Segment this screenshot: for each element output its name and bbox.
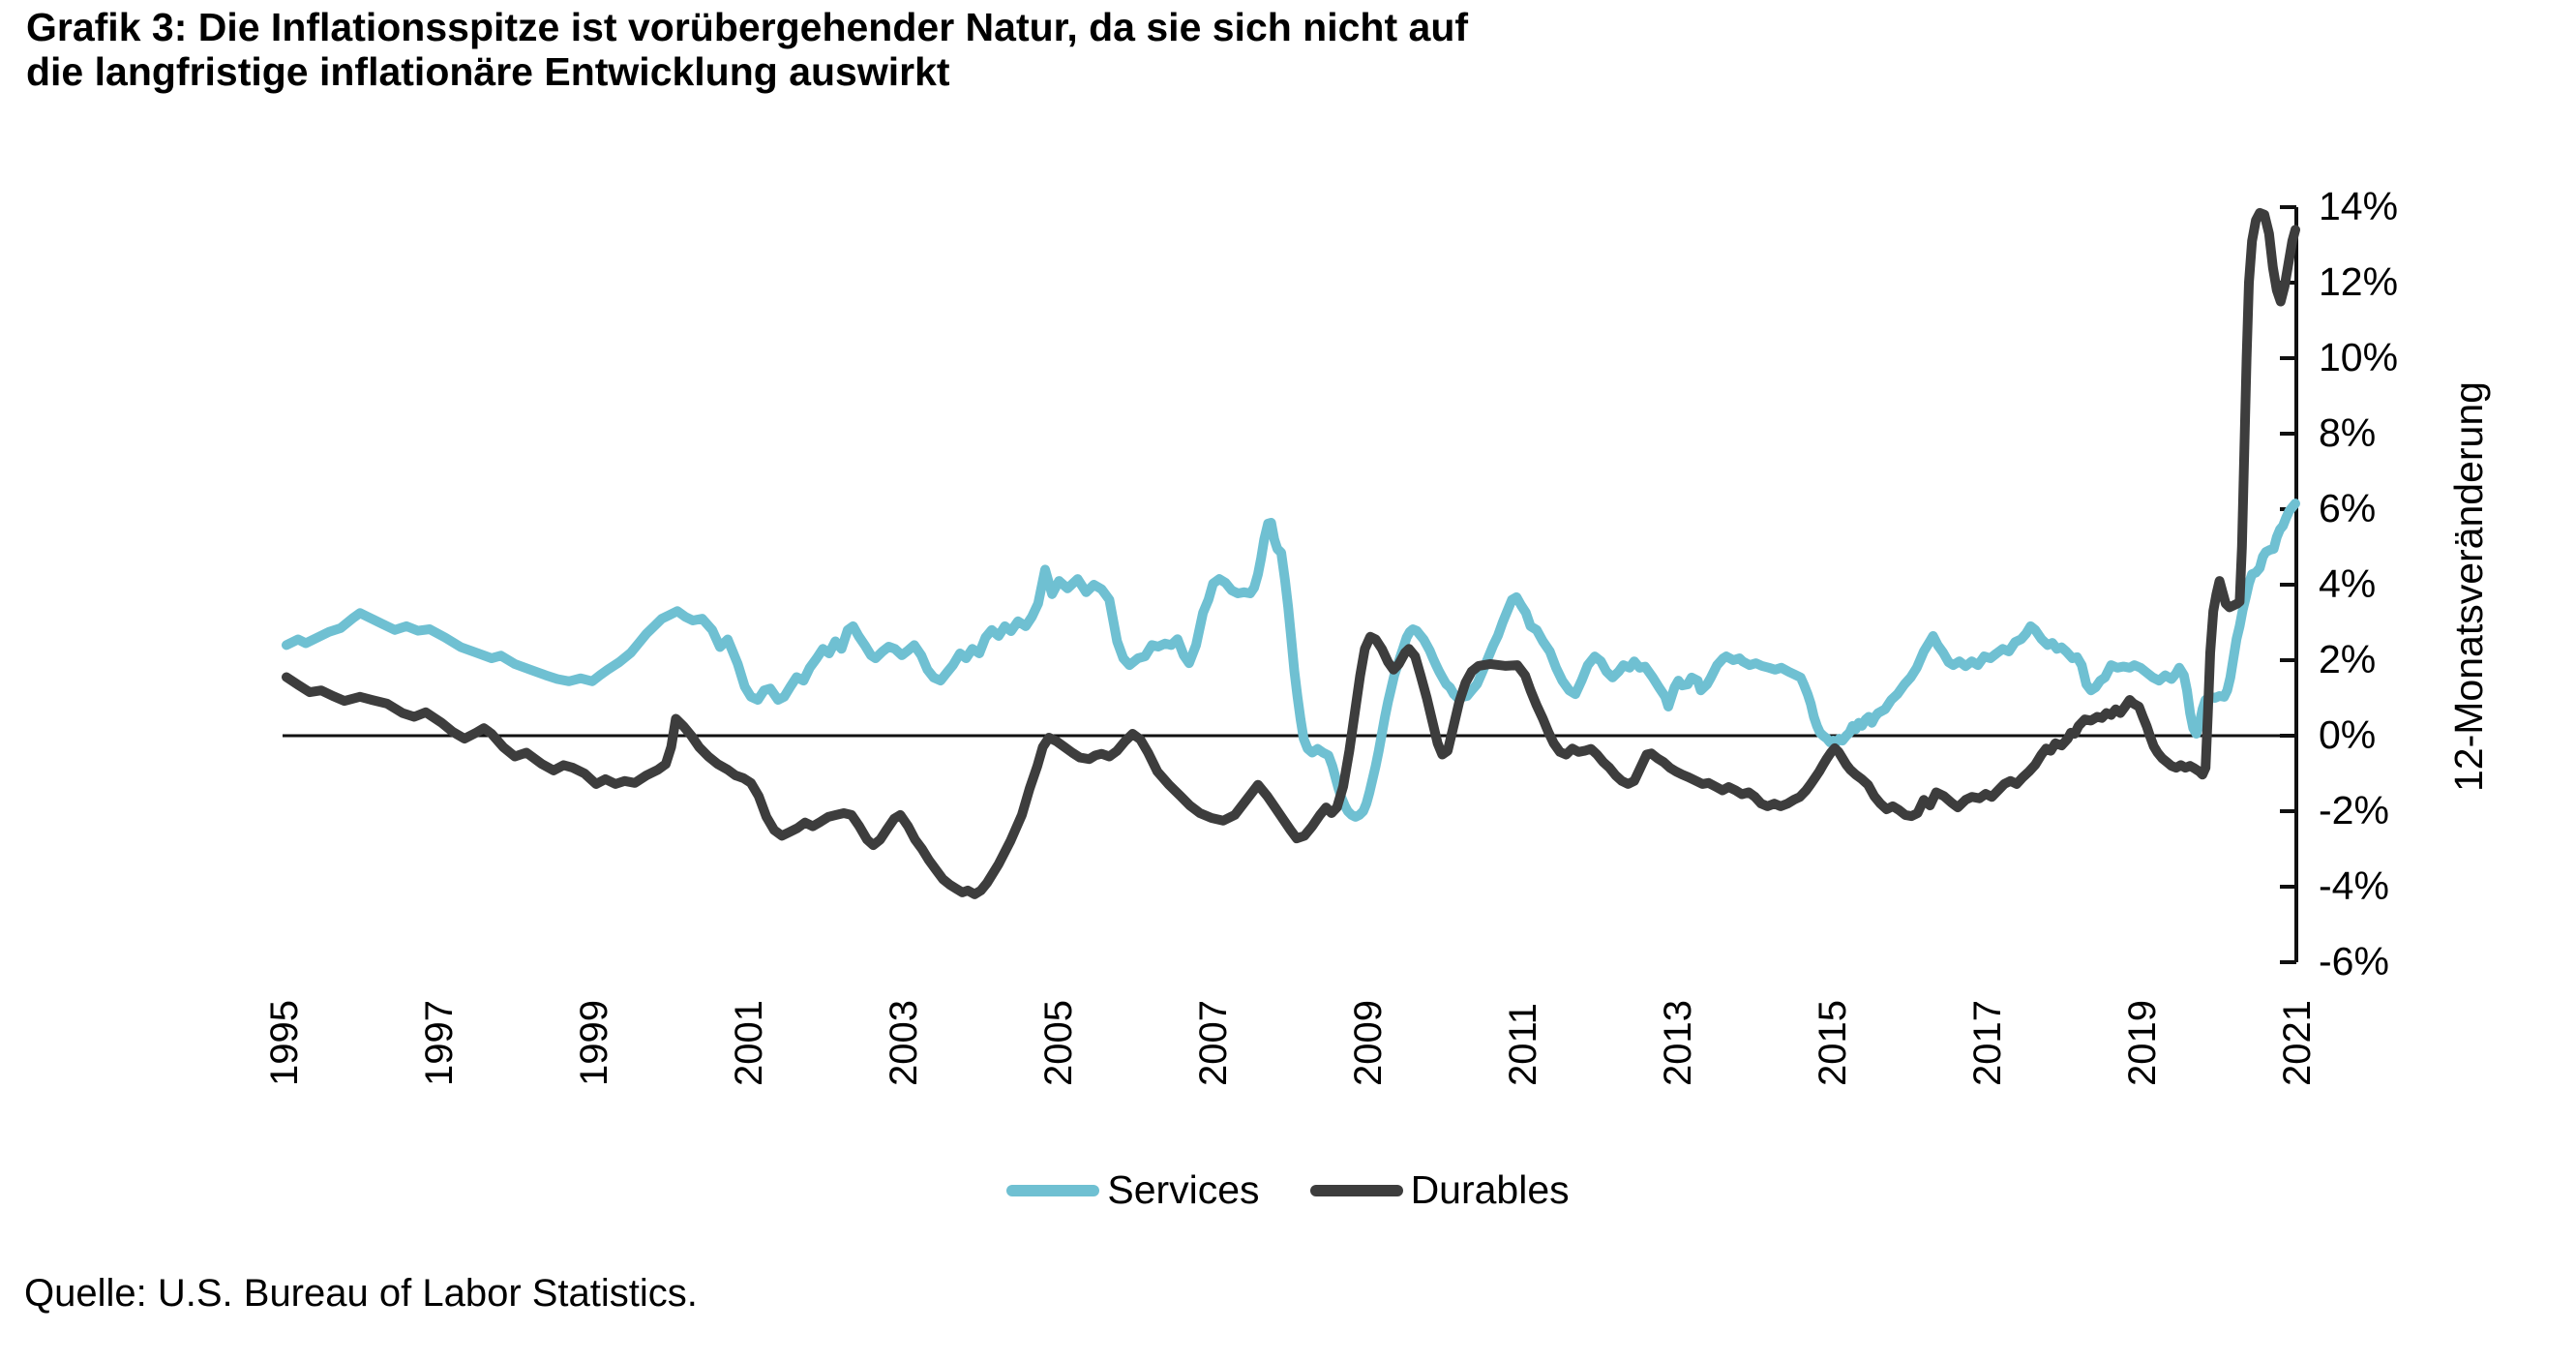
y-tick-label-4: 4% — [2319, 561, 2377, 606]
y-tick-label-8: 8% — [2319, 410, 2377, 455]
x-tick-label-2021: 2021 — [2276, 1000, 2319, 1086]
x-tick-label-2013: 2013 — [1657, 1000, 1699, 1086]
y-tick-label-6: 6% — [2319, 486, 2377, 530]
y-tick-label-10: 10% — [2319, 335, 2399, 379]
services-line-swatch — [1006, 1184, 1100, 1196]
y-tick-label-14: 14% — [2319, 184, 2399, 228]
x-tick-label-2017: 2017 — [1966, 1000, 2009, 1086]
chart-legend: Services Durables — [0, 1167, 2576, 1213]
x-tick-label-1997: 1997 — [418, 1000, 461, 1086]
y-axis-title: 12-Monatsveränderung — [2446, 381, 2491, 792]
x-tick-label-2001: 2001 — [728, 1000, 770, 1086]
y-tick-label-0: 0% — [2319, 712, 2377, 757]
legend-label-durables: Durables — [1410, 1167, 1570, 1212]
y-tick-label-2: 2% — [2319, 637, 2377, 681]
x-tick-label-1999: 1999 — [573, 1000, 615, 1086]
x-tick-label-1995: 1995 — [263, 1000, 306, 1086]
legend-item-services: Services — [1006, 1167, 1260, 1213]
x-tick-label-2005: 2005 — [1037, 1000, 1080, 1086]
x-tick-label-2011: 2011 — [1502, 1002, 1544, 1086]
x-tick-label-2003: 2003 — [883, 1000, 925, 1086]
durables-line — [282, 207, 2300, 899]
source-note: Quelle: U.S. Bureau of Labor Statistics. — [24, 1272, 698, 1315]
x-tick-label-2009: 2009 — [1347, 1000, 1390, 1086]
y-tick-label--2: -2% — [2319, 788, 2389, 832]
y-tick-label--4: -4% — [2319, 863, 2389, 908]
x-tick-label-2007: 2007 — [1192, 1000, 1235, 1086]
services-line — [282, 499, 2300, 822]
y-tick-label--6: -6% — [2319, 939, 2389, 984]
x-tick-label-2019: 2019 — [2121, 1000, 2164, 1086]
chart-title: Grafik 3: Die Inflationsspitze ist vorüb… — [26, 5, 1469, 94]
legend-item-durables: Durables — [1309, 1167, 1570, 1213]
durables-line-swatch — [1309, 1184, 1403, 1196]
y-tick-label-12: 12% — [2319, 259, 2399, 304]
legend-label-services: Services — [1107, 1167, 1260, 1212]
x-tick-label-2015: 2015 — [1812, 1000, 1854, 1086]
